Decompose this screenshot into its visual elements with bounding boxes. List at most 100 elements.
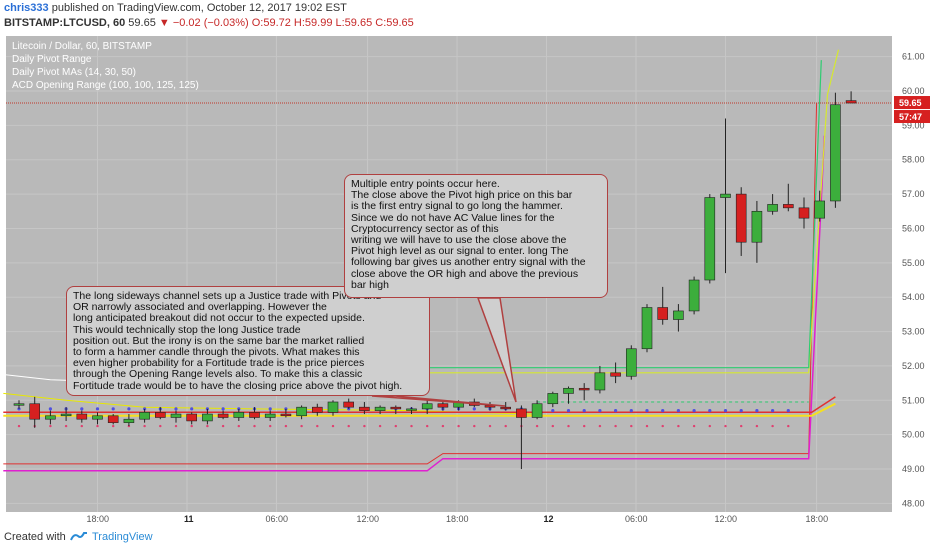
x-tick-label: 18:00 [87, 514, 110, 524]
ma-dot-blue [221, 407, 225, 411]
ma-dot-pink [159, 424, 162, 428]
last-price-text: 59.65 [128, 17, 156, 29]
ma-dot-pink [677, 424, 680, 428]
ma-dot-blue [95, 407, 100, 411]
candle-body [155, 412, 166, 418]
y-tick-label: 51.00 [902, 395, 925, 405]
ma-dot-pink [692, 424, 696, 428]
ma-dot-pink [206, 424, 209, 428]
legend-pivot-range[interactable]: Daily Pivot Range [12, 54, 92, 65]
tradingview-logo-icon [70, 532, 87, 541]
ma-dot-pink [473, 424, 476, 428]
ma-dot-pink [598, 424, 602, 428]
ma-dot-blue [629, 409, 633, 413]
callout-right-pointer [476, 297, 517, 403]
author-link[interactable]: chris333 [4, 2, 49, 14]
candle-body [92, 415, 103, 420]
ma-dot-blue [661, 409, 665, 413]
ma-dot-pink [143, 424, 146, 428]
candle-body [107, 415, 119, 423]
ma-dot-pink [708, 424, 711, 428]
candle-body [29, 403, 41, 420]
ma-dot-pink [787, 424, 790, 428]
y-tick-label: 49.00 [902, 464, 925, 474]
candle-body [531, 403, 543, 418]
ma-dot-blue [551, 409, 555, 413]
candle-body [516, 408, 527, 418]
pivot-low-magenta-line [3, 135, 826, 472]
candle-body [798, 207, 810, 219]
x-tick-label: 12:00 [715, 514, 738, 524]
ma-dot-pink [755, 424, 759, 428]
candle-body [563, 387, 574, 394]
ma-dot-pink [363, 424, 366, 428]
ma-dot-blue [111, 407, 115, 411]
ma-dot-pink [630, 424, 633, 428]
x-tick-label: 12 [544, 514, 554, 524]
ma-dot-pink [551, 424, 554, 428]
ma-dot-pink [724, 424, 727, 428]
candle-body [13, 403, 25, 406]
symbol-line: BITSTAMP:LTCUSD, 60 59.65 ▼ −0.02 (−0.03… [4, 17, 414, 29]
candle-body [625, 348, 637, 377]
legend-acd-range[interactable]: ACD Opening Range (100, 100, 125, 125) [12, 80, 199, 91]
published-text: published on TradingView.com, October 12… [51, 2, 347, 14]
ma-dot-pink [64, 424, 68, 428]
candle-body [437, 403, 449, 408]
candle-body [673, 310, 684, 320]
legend-pivot-mas[interactable]: Daily Pivot MAs (14, 30, 50) [12, 67, 136, 78]
candle-body [217, 413, 229, 418]
y-tick-label: 48.00 [902, 498, 925, 508]
ma-dot-pink [347, 424, 350, 428]
ma-dot-pink [535, 424, 539, 428]
last-price-label: 59.65 [899, 98, 922, 108]
y-tick-label: 60.00 [902, 86, 925, 96]
candle-body [60, 413, 72, 417]
ma-dot-blue [739, 409, 743, 413]
ma-dot-blue [645, 409, 649, 413]
chart-header: chris333 published on TradingView.com, O… [0, 0, 932, 36]
tradingview-brand-link[interactable]: TradingView [92, 531, 153, 543]
ma-dot-blue [268, 407, 272, 411]
time-axis[interactable] [6, 512, 892, 526]
ma-dot-blue [582, 409, 586, 413]
ma-dot-pink [96, 424, 99, 428]
ma-dot-blue [786, 409, 790, 413]
ma-dot-blue [723, 409, 728, 413]
candle-body [735, 193, 747, 243]
candle-body [249, 412, 260, 418]
y-tick-label: 53.00 [902, 327, 925, 337]
ma-dot-pink [504, 424, 507, 428]
ma-dot-pink [441, 424, 445, 428]
y-tick-label: 56.00 [902, 223, 925, 233]
ma-dot-pink [426, 424, 429, 428]
legend-symbol[interactable]: Litecoin / Dollar, 60, BITSTAMP [12, 41, 152, 52]
created-with-text: Created with [4, 531, 66, 543]
candle-body [782, 204, 794, 209]
candle-body [327, 401, 339, 413]
x-tick-label: 12:00 [357, 514, 380, 524]
candle-body [45, 415, 56, 420]
ma-dot-pink [771, 424, 774, 428]
candle-body [296, 406, 307, 417]
candle-body [547, 393, 559, 405]
candle-body [610, 372, 621, 377]
pivot-mid-line [3, 396, 836, 414]
candle-body [641, 307, 653, 350]
callout-left: The long sideways channel sets up a Just… [66, 286, 430, 396]
x-tick-label: 06:00 [625, 514, 648, 524]
ma-dot-blue [755, 409, 759, 413]
ma-dot-blue [48, 407, 53, 411]
candle-body [421, 403, 433, 410]
ma-dot-pink [661, 424, 664, 428]
ma-dot-blue [127, 407, 131, 411]
ma-dot-pink [645, 424, 649, 428]
candle-body [704, 197, 716, 281]
ma-dot-blue [472, 407, 476, 411]
ma-dot-pink [284, 424, 288, 428]
ma-dot-blue [80, 407, 84, 411]
candle-body [578, 387, 590, 391]
candle-body [202, 413, 213, 422]
candle-body [359, 406, 370, 411]
candle-body [233, 412, 245, 418]
